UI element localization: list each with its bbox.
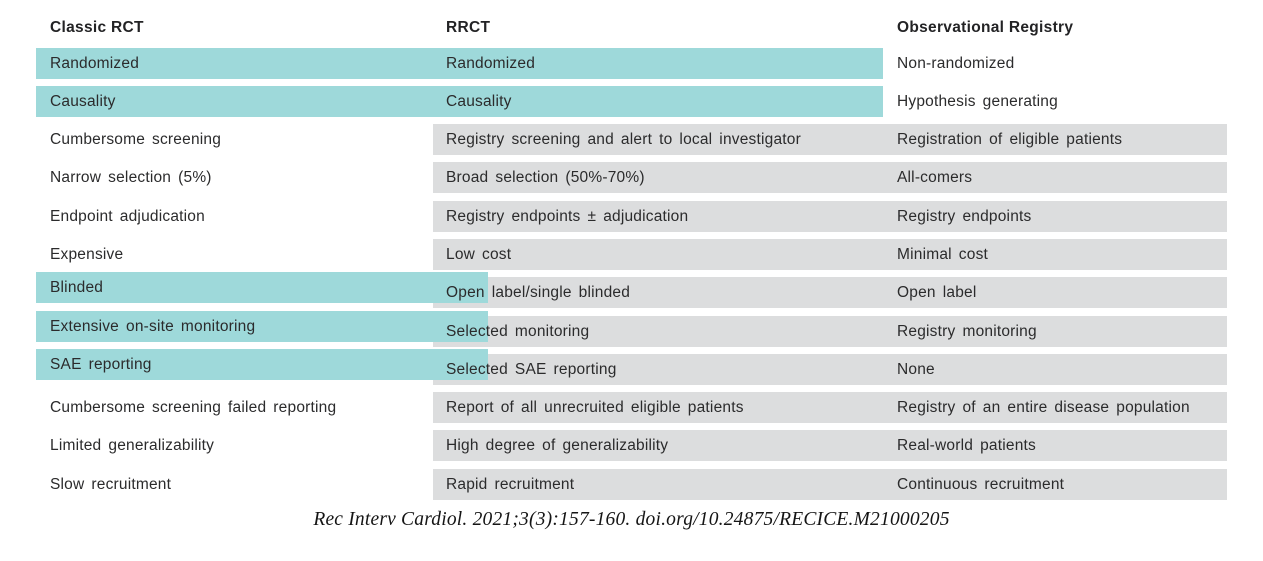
teal-highlight-bar bbox=[36, 85, 883, 117]
column-header-observational-registry: Observational Registry bbox=[897, 19, 1074, 36]
cell-classic-rct: Endpoint adjudication bbox=[50, 207, 205, 225]
cell-classic-rct: Randomized bbox=[50, 54, 140, 72]
table-row-causality: Causality Causality Hypothesis generatin… bbox=[36, 85, 1227, 117]
table-row-blinding: Blinded Open label/single blinded Open l… bbox=[36, 272, 1227, 309]
cell-observational-registry: All-comers bbox=[897, 169, 973, 187]
cell-classic-rct: Expensive bbox=[50, 245, 124, 263]
table-row-failed-reporting: Cumbersome screening failed reporting Re… bbox=[36, 392, 1227, 424]
cell-rrct: Selected SAE reporting bbox=[446, 360, 617, 378]
cell-observational-registry: Open label bbox=[897, 284, 977, 302]
teal-highlight-bar bbox=[36, 272, 488, 304]
teal-highlight-bar bbox=[36, 310, 488, 342]
gray-row-bar bbox=[433, 468, 1227, 500]
cell-rrct: Open label/single blinded bbox=[446, 284, 631, 302]
gray-row-bar bbox=[433, 162, 1227, 194]
cell-observational-registry: Registration of eligible patients bbox=[897, 131, 1123, 149]
column-header-classic-rct: Classic RCT bbox=[50, 19, 144, 36]
cell-rrct: Registry endpoints ± adjudication bbox=[446, 207, 689, 225]
cell-observational-registry: None bbox=[897, 360, 935, 378]
cell-observational-registry: Real-world patients bbox=[897, 437, 1036, 455]
cell-observational-registry: Registry of an entire disease population bbox=[897, 399, 1190, 417]
cell-rrct: Randomized bbox=[446, 54, 536, 72]
table-row-cost: Expensive Low cost Minimal cost bbox=[36, 238, 1227, 270]
cell-rrct: Low cost bbox=[446, 245, 512, 263]
table-header-row: Classic RCT RRCT Observational Registry bbox=[36, 14, 1227, 48]
table-row-selection: Narrow selection (5%) Broad selection (5… bbox=[36, 162, 1227, 194]
gray-row-bar bbox=[433, 124, 1227, 156]
teal-highlight-bar bbox=[36, 348, 488, 380]
cell-observational-registry: Registry monitoring bbox=[897, 322, 1037, 340]
cell-rrct: Selected monitoring bbox=[446, 322, 590, 340]
citation: Rec Interv Cardiol. 2021;3(3):157-160. d… bbox=[313, 509, 950, 530]
teal-highlight-bar bbox=[36, 47, 883, 79]
table-row-screening: Cumbersome screening Registry screening … bbox=[36, 124, 1227, 156]
table-row-endpoints: Endpoint adjudication Registry endpoints… bbox=[36, 200, 1227, 232]
cell-classic-rct: Narrow selection (5%) bbox=[50, 169, 212, 187]
gray-row-bar bbox=[433, 200, 1227, 232]
cell-classic-rct: Cumbersome screening bbox=[50, 131, 222, 149]
table-row-sae-reporting: SAE reporting Selected SAE reporting Non… bbox=[36, 348, 1227, 385]
gray-row-bar bbox=[433, 353, 1227, 385]
gray-row-bar bbox=[433, 430, 1227, 462]
cell-classic-rct: SAE reporting bbox=[50, 355, 152, 373]
gray-row-bar bbox=[433, 392, 1227, 424]
cell-classic-rct: Extensive on-site monitoring bbox=[50, 317, 256, 335]
column-header-rrct: RRCT bbox=[446, 19, 491, 36]
cell-rrct: Registry screening and alert to local in… bbox=[446, 131, 801, 149]
cell-observational-registry: Registry endpoints bbox=[897, 207, 1032, 225]
cell-observational-registry: Continuous recruitment bbox=[897, 475, 1065, 493]
table-row-generalizability: Limited generalizability High degree of … bbox=[36, 430, 1227, 462]
cell-classic-rct: Cumbersome screening failed reporting bbox=[50, 399, 337, 417]
table-row-recruitment: Slow recruitment Rapid recruitment Conti… bbox=[36, 468, 1227, 500]
cell-rrct: Broad selection (50%-70%) bbox=[446, 169, 645, 187]
cell-classic-rct: Causality bbox=[50, 92, 116, 110]
cell-rrct: Causality bbox=[446, 92, 512, 110]
gray-row-bar bbox=[433, 277, 1227, 309]
comparison-table: Classic RCT RRCT Observational Registry … bbox=[36, 14, 1227, 507]
gray-row-bar bbox=[433, 238, 1227, 270]
cell-classic-rct: Blinded bbox=[50, 279, 104, 297]
cell-rrct: Rapid recruitment bbox=[446, 475, 575, 493]
gray-row-bar bbox=[433, 315, 1227, 347]
cell-classic-rct: Limited generalizability bbox=[50, 437, 215, 455]
table-row-monitoring: Extensive on-site monitoring Selected mo… bbox=[36, 310, 1227, 347]
cell-rrct: High degree of generalizability bbox=[446, 437, 669, 455]
cell-classic-rct: Slow recruitment bbox=[50, 475, 172, 493]
cell-observational-registry: Non-randomized bbox=[897, 54, 1015, 72]
table-row-randomized: Randomized Randomized Non-randomized bbox=[36, 47, 1227, 79]
cell-rrct: Report of all unrecruited eligible patie… bbox=[446, 399, 744, 417]
cell-observational-registry: Minimal cost bbox=[897, 245, 989, 263]
cell-observational-registry: Hypothesis generating bbox=[897, 92, 1058, 110]
